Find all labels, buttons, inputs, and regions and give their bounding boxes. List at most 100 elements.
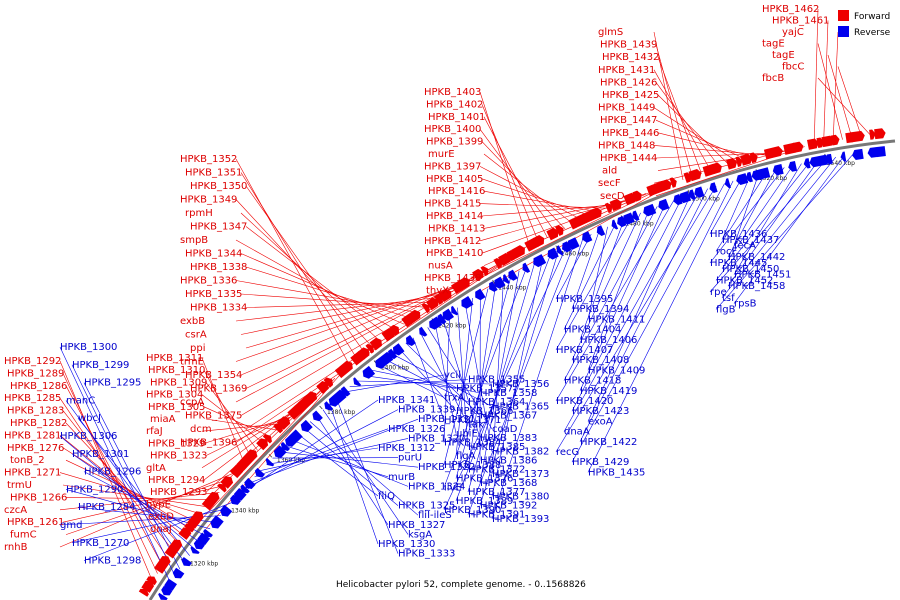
forward-gene-arrow [369, 337, 382, 351]
reverse-leader-line [491, 257, 544, 497]
forward-gene-label: HPKB_1403 [424, 87, 481, 98]
forward-leader-line [655, 152, 777, 159]
reverse-gene-label: HPKB_1408 [572, 355, 629, 366]
reverse-leader-line [455, 253, 552, 502]
forward-gene-label: rnhB [4, 542, 28, 553]
reverse-gene-label: HPKB_1445 [710, 258, 767, 269]
scale-tick-label: 1500 kbp [692, 195, 720, 202]
forward-gene-arrow [262, 434, 273, 444]
forward-leader-line [62, 484, 208, 508]
reverse-leader-line [587, 226, 608, 320]
reverse-gene-label: HPKB_1420 [556, 396, 613, 407]
reverse-gene-arrow [392, 343, 405, 356]
reverse-gene-label: ksgA [408, 529, 432, 540]
forward-gene-label: HPKB_1310 [148, 365, 205, 376]
reverse-gene-label: trxA [444, 393, 465, 404]
reverse-gene-arrow [193, 539, 205, 550]
reverse-leader-line [59, 435, 195, 550]
reverse-gene-label: HPKB_1306 [60, 431, 117, 442]
reverse-gene-arrow [582, 231, 593, 243]
reverse-leader-line [715, 171, 768, 252]
reverse-gene-label: coaD [492, 424, 518, 435]
forward-gene-arrow [821, 135, 835, 148]
forward-gene-label: HPKB_1282 [10, 418, 67, 429]
forward-gene-arrow [405, 309, 421, 325]
forward-gene-label: HPKB_1350 [190, 181, 247, 192]
reverse-leader-line [77, 418, 190, 556]
reverse-gene-label: HPKB_1300 [60, 342, 117, 353]
forward-leader-line [205, 371, 343, 529]
forward-leader-line [245, 226, 389, 337]
forward-gene-label: HPKB_1354 [185, 370, 242, 381]
reverse-leader-line [356, 380, 493, 385]
reverse-gene-arrow [158, 592, 168, 600]
forward-gene-label: HPKB_1351 [185, 168, 242, 179]
forward-leader-line [653, 31, 684, 181]
forward-leader-line [203, 370, 252, 458]
reverse-gene-arrow [405, 334, 416, 346]
reverse-gene-label: fecA [734, 241, 756, 252]
reverse-leader-line [254, 428, 389, 478]
reverse-gene-arrow [632, 210, 640, 221]
forward-gene-label: tonB_2 [10, 455, 45, 466]
reverse-leader-line [363, 375, 457, 389]
reverse-gene-label: fliQ [378, 491, 395, 502]
reverse-gene-arrow [254, 467, 265, 478]
forward-gene-label: HPKB_1305 [148, 402, 205, 413]
forward-leader-line [59, 472, 202, 515]
reverse-gene-label: HPKB_1296 [84, 467, 141, 478]
forward-gene-arrow [438, 288, 452, 303]
reverse-gene-arrow [709, 182, 718, 193]
forward-gene-arrow [229, 464, 244, 479]
scale-tick-label: 1540 kbp [827, 160, 855, 167]
forward-gene-arrow [546, 227, 559, 241]
forward-gene-label: HPKB_1281 [4, 430, 61, 441]
reverse-gene-label: HPKB_1394 [572, 304, 629, 315]
forward-gene-label: HPKB_1426 [600, 77, 657, 88]
reverse-gene-label: HPKB_1386 [480, 456, 537, 467]
reverse-gene-label: HPKB_1295 [84, 378, 141, 389]
reverse-gene-arrow [643, 203, 657, 217]
legend-swatch [838, 26, 849, 37]
reverse-gene-arrow [567, 237, 580, 250]
reverse-leader-line [721, 175, 751, 240]
reverse-leader-line [266, 447, 379, 465]
forward-gene-label: rpmH [185, 208, 213, 219]
reverse-gene-arrow [461, 296, 474, 309]
forward-gene-label: HPKB_1399 [426, 137, 483, 148]
forward-gene-arrow [256, 438, 269, 451]
reverse-leader-line [733, 155, 845, 304]
forward-gene-label: HPKB_1431 [598, 65, 655, 76]
forward-gene-arrow [316, 381, 329, 394]
forward-leader-line [245, 266, 413, 319]
forward-gene-label: HPKB_1412 [424, 236, 481, 247]
reverse-leader-line [455, 297, 473, 457]
forward-gene-label: HPKB_1336 [180, 276, 237, 287]
forward-leader-line [481, 178, 592, 217]
reverse-leader-line [579, 203, 666, 391]
forward-gene-arrow [586, 207, 602, 221]
reverse-gene-label: HPKB_1299 [72, 360, 129, 371]
scale-tick-label: 1480 kbp [625, 221, 653, 228]
reverse-gene-arrow [736, 173, 749, 185]
forward-leader-line [235, 239, 397, 331]
forward-leader-line [201, 403, 306, 469]
forward-gene-label: HPKB_1344 [185, 249, 242, 260]
forward-leader-line [655, 119, 749, 161]
forward-gene-arrow [425, 297, 439, 311]
forward-leader-line [235, 280, 421, 314]
forward-gene-label: HPKB_1396 [180, 438, 237, 449]
forward-leader-line [235, 265, 496, 403]
forward-leader-line [240, 172, 358, 360]
reverse-gene-label: HPKB_1341 [378, 395, 435, 406]
reverse-gene-arrow [596, 225, 606, 237]
reverse-gene-arrow [273, 445, 287, 458]
forward-gene-arrow [792, 141, 804, 153]
reverse-leader-line [278, 451, 419, 468]
forward-gene-arrow [874, 128, 886, 140]
reverse-gene-label: HPKB_1298 [84, 556, 141, 567]
reverse-gene-label: HPKB_1333 [398, 549, 455, 560]
reverse-gene-arrow [489, 281, 498, 292]
forward-gene-arrow [323, 377, 334, 388]
reverse-gene-label: HPKB_1452 [716, 275, 773, 286]
